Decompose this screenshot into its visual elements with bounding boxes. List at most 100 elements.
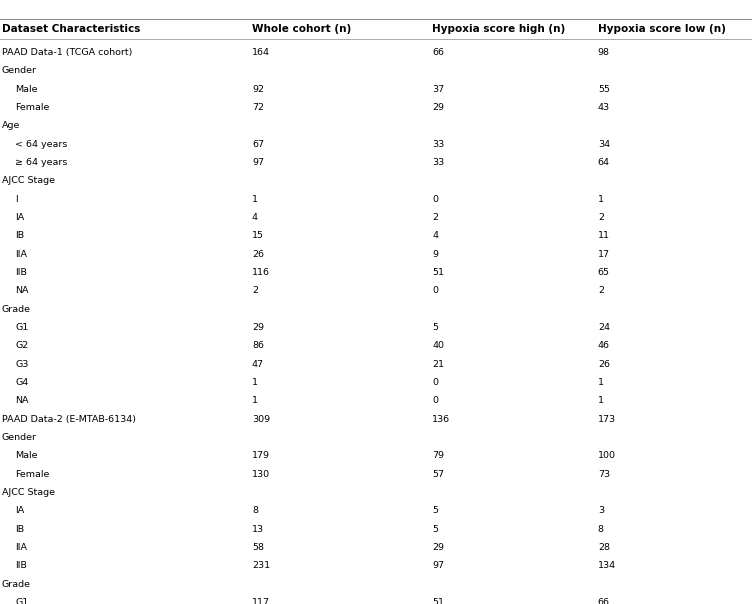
Text: 21: 21 [432, 360, 444, 369]
Text: IB: IB [15, 525, 24, 534]
Text: 26: 26 [252, 250, 264, 259]
Text: 11: 11 [598, 231, 610, 240]
Text: IIB: IIB [15, 268, 27, 277]
Text: 73: 73 [598, 470, 610, 479]
Text: 1: 1 [598, 378, 604, 387]
Text: IA: IA [15, 213, 24, 222]
Text: Male: Male [15, 85, 38, 94]
Text: 29: 29 [252, 323, 264, 332]
Text: 97: 97 [252, 158, 264, 167]
Text: 9: 9 [432, 250, 438, 259]
Text: 5: 5 [432, 507, 438, 515]
Text: PAAD Data-2 (E-MTAB-6134): PAAD Data-2 (E-MTAB-6134) [2, 415, 135, 424]
Text: 8: 8 [598, 525, 604, 534]
Text: 47: 47 [252, 360, 264, 369]
Text: 24: 24 [598, 323, 610, 332]
Text: 0: 0 [432, 195, 438, 204]
Text: 5: 5 [432, 323, 438, 332]
Text: 117: 117 [252, 598, 270, 604]
Text: Gender: Gender [2, 66, 37, 76]
Text: 134: 134 [598, 562, 616, 571]
Text: 46: 46 [598, 341, 610, 350]
Text: Gender: Gender [2, 433, 37, 442]
Text: IB: IB [15, 231, 24, 240]
Text: Age: Age [2, 121, 20, 130]
Text: Female: Female [15, 103, 50, 112]
Text: 13: 13 [252, 525, 264, 534]
Text: 66: 66 [598, 598, 610, 604]
Text: Dataset Characteristics: Dataset Characteristics [2, 24, 140, 34]
Text: 164: 164 [252, 48, 270, 57]
Text: 17: 17 [598, 250, 610, 259]
Text: 29: 29 [432, 543, 444, 552]
Text: 40: 40 [432, 341, 444, 350]
Text: G1: G1 [15, 598, 29, 604]
Text: Grade: Grade [2, 305, 31, 314]
Text: 26: 26 [598, 360, 610, 369]
Text: 72: 72 [252, 103, 264, 112]
Text: Female: Female [15, 470, 50, 479]
Text: 3: 3 [598, 507, 604, 515]
Text: Hypoxia score high (n): Hypoxia score high (n) [432, 24, 566, 34]
Text: 1: 1 [252, 396, 258, 405]
Text: 29: 29 [432, 103, 444, 112]
Text: 51: 51 [432, 268, 444, 277]
Text: 4: 4 [252, 213, 258, 222]
Text: 100: 100 [598, 451, 616, 460]
Text: 33: 33 [432, 158, 444, 167]
Text: 1: 1 [252, 378, 258, 387]
Text: 92: 92 [252, 85, 264, 94]
Text: 179: 179 [252, 451, 270, 460]
Text: 65: 65 [598, 268, 610, 277]
Text: 58: 58 [252, 543, 264, 552]
Text: G2: G2 [15, 341, 29, 350]
Text: ≥ 64 years: ≥ 64 years [15, 158, 68, 167]
Text: 2: 2 [432, 213, 438, 222]
Text: 231: 231 [252, 562, 270, 571]
Text: Whole cohort (n): Whole cohort (n) [252, 24, 351, 34]
Text: 15: 15 [252, 231, 264, 240]
Text: 64: 64 [598, 158, 610, 167]
Text: 55: 55 [598, 85, 610, 94]
Text: 2: 2 [252, 286, 258, 295]
Text: NA: NA [15, 396, 29, 405]
Text: 57: 57 [432, 470, 444, 479]
Text: PAAD Data-1 (TCGA cohort): PAAD Data-1 (TCGA cohort) [2, 48, 132, 57]
Text: 4: 4 [432, 231, 438, 240]
Text: 51: 51 [432, 598, 444, 604]
Text: 66: 66 [432, 48, 444, 57]
Text: 309: 309 [252, 415, 270, 424]
Text: 79: 79 [432, 451, 444, 460]
Text: 98: 98 [598, 48, 610, 57]
Text: Grade: Grade [2, 580, 31, 589]
Text: 136: 136 [432, 415, 450, 424]
Text: IA: IA [15, 507, 24, 515]
Text: 97: 97 [432, 562, 444, 571]
Text: Male: Male [15, 451, 38, 460]
Text: 0: 0 [432, 378, 438, 387]
Text: 0: 0 [432, 286, 438, 295]
Text: 5: 5 [432, 525, 438, 534]
Text: 116: 116 [252, 268, 270, 277]
Text: 2: 2 [598, 286, 604, 295]
Text: 1: 1 [252, 195, 258, 204]
Text: 37: 37 [432, 85, 444, 94]
Text: 34: 34 [598, 140, 610, 149]
Text: G4: G4 [15, 378, 29, 387]
Text: 130: 130 [252, 470, 270, 479]
Text: I: I [15, 195, 18, 204]
Text: 8: 8 [252, 507, 258, 515]
Text: Hypoxia score low (n): Hypoxia score low (n) [598, 24, 726, 34]
Text: 86: 86 [252, 341, 264, 350]
Text: 1: 1 [598, 195, 604, 204]
Text: 173: 173 [598, 415, 616, 424]
Text: AJCC Stage: AJCC Stage [2, 488, 54, 497]
Text: IIA: IIA [15, 250, 27, 259]
Text: IIA: IIA [15, 543, 27, 552]
Text: G3: G3 [15, 360, 29, 369]
Text: 28: 28 [598, 543, 610, 552]
Text: 0: 0 [432, 396, 438, 405]
Text: 43: 43 [598, 103, 610, 112]
Text: IIB: IIB [15, 562, 27, 571]
Text: AJCC Stage: AJCC Stage [2, 176, 54, 185]
